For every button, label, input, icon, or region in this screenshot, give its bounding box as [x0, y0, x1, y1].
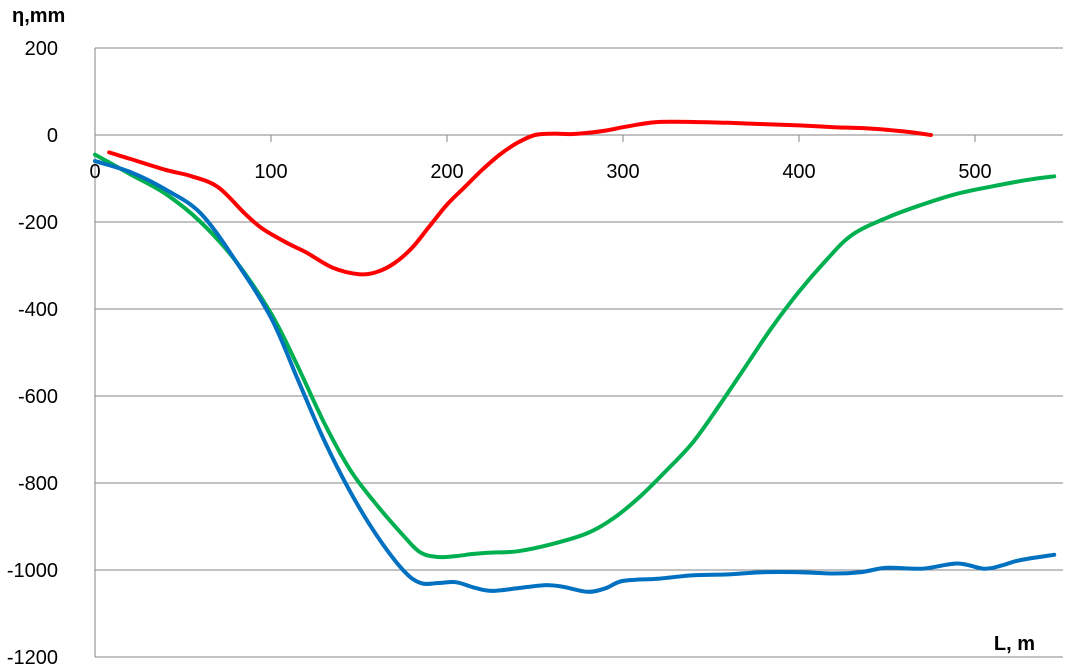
series-line-blue	[93, 159, 1057, 594]
y-tick-label: 200	[25, 38, 58, 60]
tick-labels: 200 0 -200 -400 -600 -800 -1000 -1200 0 100 200 300…	[7, 38, 992, 669]
y-tick-label: 0	[47, 125, 58, 147]
y-tick-label: -400	[18, 299, 58, 321]
x-tick-label: 400	[782, 161, 815, 183]
y-tick-label: -800	[18, 473, 58, 495]
x-tick-label: 500	[958, 161, 991, 183]
x-tick-label: 0	[89, 161, 100, 183]
grid	[94, 47, 1063, 658]
y-tick-label: -600	[18, 386, 58, 408]
y-axis-title: η,mm	[12, 5, 65, 27]
x-axis-title: L, m	[994, 633, 1035, 655]
y-tick-label: -1200	[7, 647, 58, 669]
x-tick-label: 100	[254, 161, 287, 183]
y-tick-label: -200	[18, 212, 58, 234]
series-line-green	[93, 152, 1057, 560]
x-tick-label: 200	[430, 161, 463, 183]
series-line-red	[107, 119, 933, 277]
series-layer	[93, 119, 1057, 594]
x-tick-label: 300	[606, 161, 639, 183]
y-tick-label: -1000	[7, 560, 58, 582]
